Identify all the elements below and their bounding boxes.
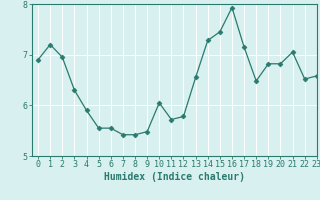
X-axis label: Humidex (Indice chaleur): Humidex (Indice chaleur)	[104, 172, 245, 182]
